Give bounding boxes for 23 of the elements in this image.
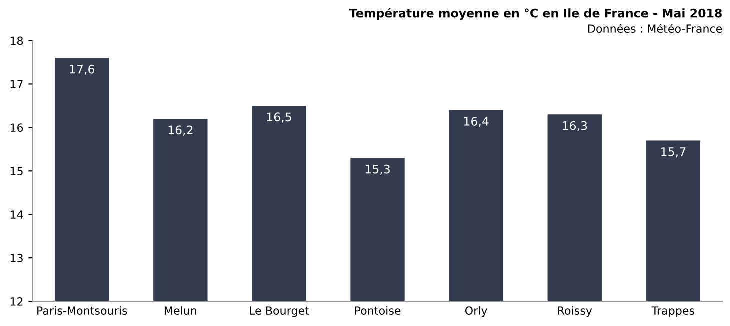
y-tick-label: 18 — [10, 36, 24, 46]
data-label: 17,6 — [70, 64, 95, 75]
y-tick-label: 16 — [10, 124, 24, 132]
y-tick-label: 15 — [10, 167, 23, 176]
data-label: 16,4 — [464, 117, 489, 128]
data-label: 16,2 — [168, 126, 193, 136]
x-tick-label: Orly — [465, 306, 488, 318]
x-tick-label: Le Bourget — [250, 306, 310, 318]
data-label: 16,5 — [267, 112, 292, 123]
x-tick-label: Paris-Montsouris — [38, 306, 128, 316]
y-tick-label: 12 — [10, 298, 23, 306]
y-tick-label: 17 — [10, 80, 23, 88]
data-label: 16,3 — [563, 121, 588, 132]
x-tick-label: Roissy — [558, 306, 592, 318]
x-tick-label: Melun — [164, 306, 197, 316]
data-label: 15,7 — [662, 148, 686, 158]
y-tick-label: 14 — [10, 210, 24, 219]
x-tick-label: Trappes — [652, 306, 695, 318]
x-tick-label: Pontoise — [355, 306, 401, 316]
data-label: 15,3 — [366, 164, 390, 175]
y-tick-label: 13 — [10, 254, 23, 262]
chart-subtitle: Données : Météo-France — [588, 24, 722, 34]
chart-title: Température moyenne en °C en Ile de France - Mai 2018 — [349, 8, 722, 20]
